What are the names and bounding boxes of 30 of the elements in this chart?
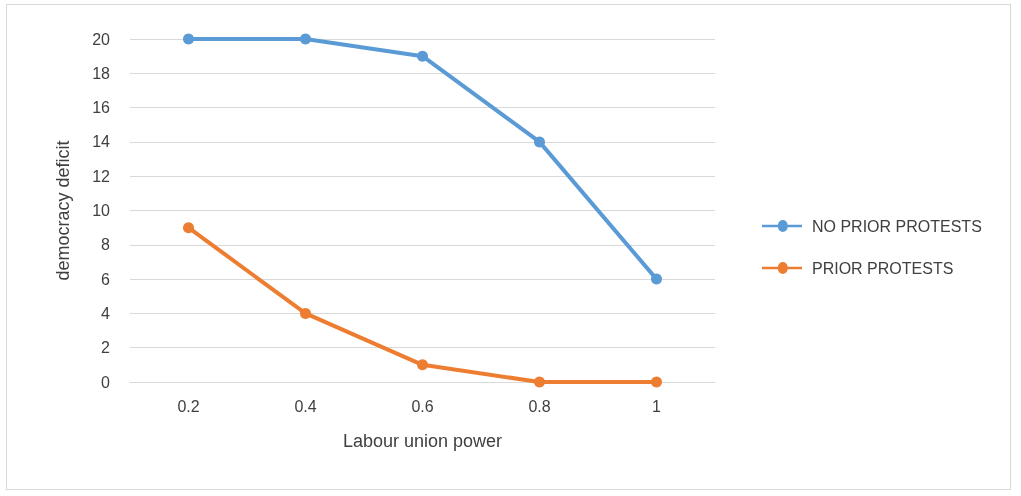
point xyxy=(183,222,194,234)
x-axis-title: Labour union power xyxy=(342,431,503,451)
point xyxy=(417,359,428,371)
y-tick-label: 8 xyxy=(101,236,111,254)
y-tick-label: 2 xyxy=(101,339,111,357)
y-axis-title: democracy deficit xyxy=(53,140,73,281)
point xyxy=(651,376,662,388)
point xyxy=(417,50,428,62)
point xyxy=(651,273,662,285)
y-tick-label: 6 xyxy=(101,270,111,288)
y-tick-label: 10 xyxy=(92,202,111,219)
point xyxy=(534,376,545,388)
legend-label: PRIOR PROTESTS xyxy=(812,259,954,277)
x-tick-label: 0.6 xyxy=(411,397,434,415)
point xyxy=(300,33,311,45)
point xyxy=(183,33,194,45)
y-tick-label: 20 xyxy=(92,30,111,48)
x-tick-label: 0.4 xyxy=(294,397,317,415)
point xyxy=(300,307,311,319)
x-tick-label: 0.8 xyxy=(528,397,551,415)
y-tick-label: 16 xyxy=(92,99,111,117)
y-tick-label: 4 xyxy=(101,304,111,322)
y-tick-label: 12 xyxy=(92,167,111,185)
point xyxy=(534,136,545,148)
y-tick-label: 0 xyxy=(101,373,111,391)
x-tick-label: 0.2 xyxy=(177,397,200,415)
y-tick-label: 14 xyxy=(92,133,111,151)
x-tick-label: 1 xyxy=(652,397,662,415)
legend-label: NO PRIOR PROTESTS xyxy=(812,217,982,235)
y-tick-label: 18 xyxy=(92,64,111,82)
